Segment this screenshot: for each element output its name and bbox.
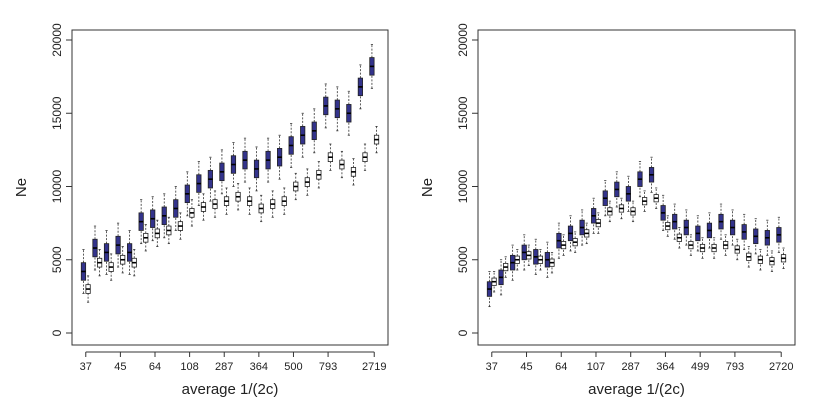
x-tick-label: 500: [284, 361, 302, 373]
x-tick-label: 364: [656, 361, 674, 373]
x-tick-label: 45: [520, 361, 532, 373]
y-tick-label: 20000: [50, 23, 64, 57]
y-tick-label: 0: [50, 329, 64, 336]
x-tick-label: 64: [555, 361, 567, 373]
x-tick-label: 793: [726, 361, 744, 373]
plot-frame: [71, 29, 389, 346]
x-axis-title: average 1/(2c): [588, 381, 685, 398]
x-tick-label: 107: [587, 361, 605, 373]
x-tick-label: 108: [180, 361, 198, 373]
x-tick-label: 2719: [362, 361, 386, 373]
x-tick-label: 37: [80, 361, 92, 373]
plot-frame: [477, 29, 796, 346]
x-axis-title: average 1/(2c): [182, 381, 279, 398]
x-tick-label: 64: [149, 361, 161, 373]
x-tick-label: 2720: [769, 361, 793, 373]
panel: 0 5000 10000 15000 20000 37 45 64 107 287 364 499 79…: [419, 23, 796, 398]
y-tick-label: 15000: [50, 96, 64, 130]
y-tick-label: 10000: [50, 169, 64, 203]
x-tick-label: 45: [114, 361, 126, 373]
y-tick-label: 15000: [456, 96, 470, 130]
x-tick-label: 499: [691, 361, 709, 373]
panel: 0 5000 10000 15000 20000 37 45 64 108 287 364 500 79…: [13, 23, 389, 398]
y-tick-label: 10000: [456, 169, 470, 203]
y-axis-title: Ne: [13, 178, 30, 197]
y-axis-title: Ne: [419, 178, 436, 197]
x-tick-label: 37: [486, 361, 498, 373]
y-tick-label: 5000: [456, 246, 470, 273]
x-tick-label: 287: [215, 361, 233, 373]
y-tick-label: 20000: [456, 23, 470, 57]
x-tick-label: 364: [250, 361, 268, 373]
x-tick-label: 793: [319, 361, 337, 373]
y-tick-label: 0: [456, 329, 470, 336]
x-tick-label: 287: [622, 361, 640, 373]
y-tick-label: 5000: [50, 246, 64, 273]
